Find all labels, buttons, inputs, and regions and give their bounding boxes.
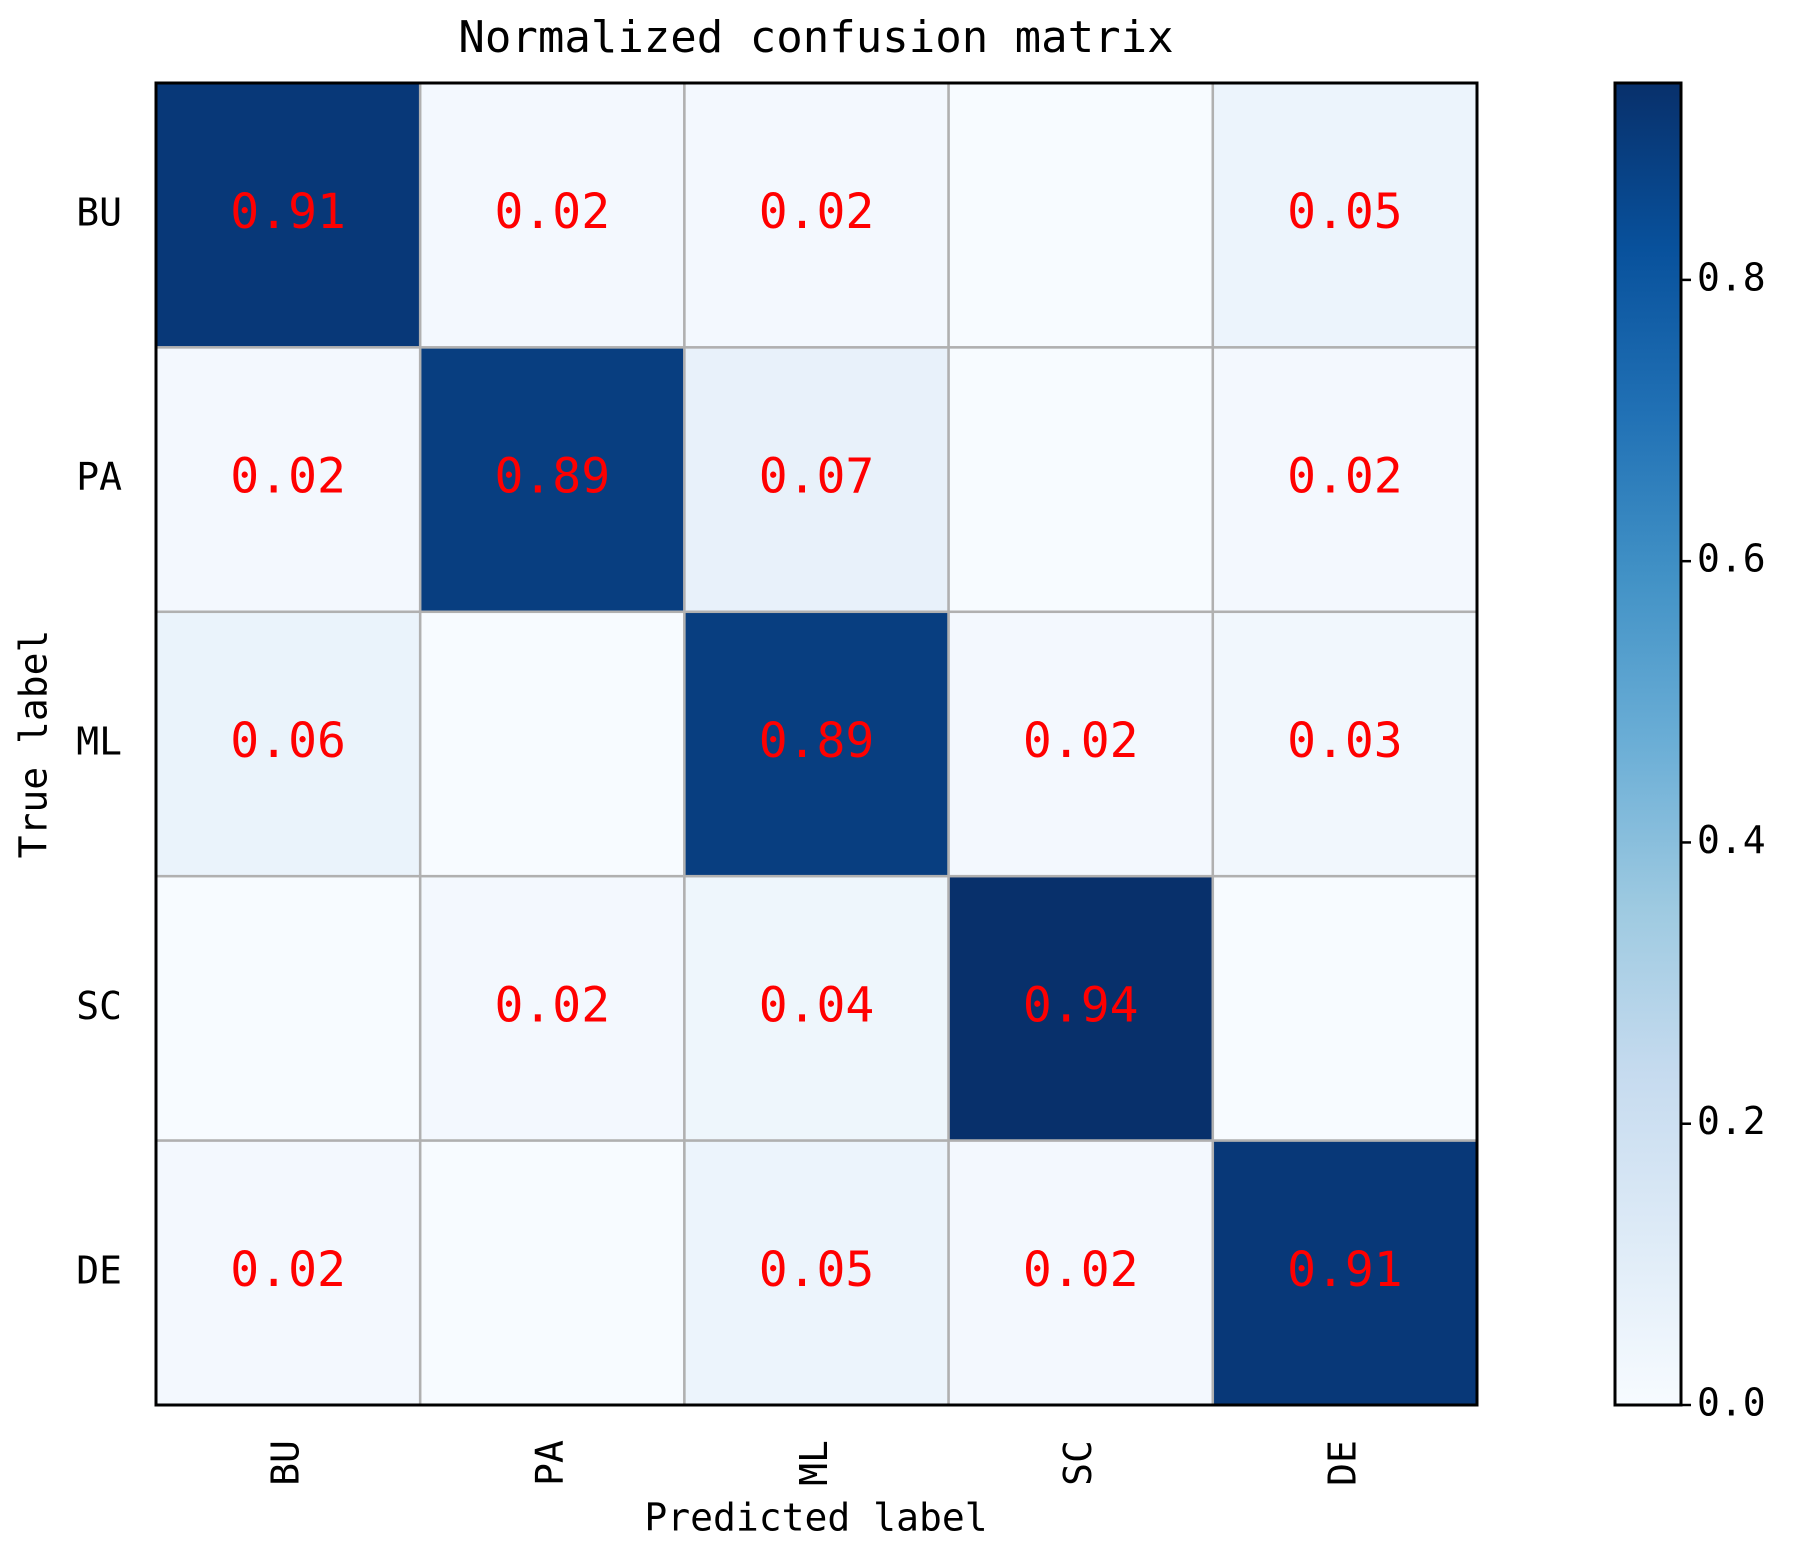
cell [418,346,686,614]
cell-label: 0.89 [759,713,875,769]
cell-label: 0.02 [1287,449,1403,505]
cell-label: 0.05 [1287,184,1403,240]
cell [683,874,950,1142]
cell-label: 0.07 [759,449,875,505]
cell [418,874,686,1142]
x-tick-label: PA [528,1440,572,1486]
cell-label: 0.89 [495,449,611,505]
cell [418,81,686,349]
y-tick-label: ML [76,720,122,764]
cell [947,1139,1215,1407]
colorbar-tick-label: 0.2 [1697,1099,1766,1143]
cell [154,346,422,614]
cell-label: 0.05 [759,1242,875,1298]
x-tick-label: SC [1056,1440,1100,1486]
y-tick-label: DE [76,1248,122,1292]
cell-label: 0.91 [230,184,346,240]
cell-label: 0.02 [230,1242,346,1298]
y-tick-label: BU [76,191,122,235]
x-tick-label: DE [1320,1440,1364,1486]
colorbar-tick-label: 0.0 [1697,1381,1766,1425]
cell [154,81,422,349]
cell-label: 0.02 [1023,713,1139,769]
x-tick-label: ML [792,1440,836,1486]
plot-frame [154,81,1479,1407]
chart-title: Normalized confusion matrix [458,12,1173,63]
colorbar-tick-label: 0.4 [1697,818,1766,862]
cell [947,346,1215,614]
cell [1211,1139,1479,1407]
cell-label: 0.03 [1287,713,1403,769]
colorbar-tick-label: 0.8 [1697,255,1766,299]
colorbar-tick-label: 0.6 [1697,537,1766,581]
cell-label: 0.06 [230,713,346,769]
cell [1211,346,1479,614]
cell [683,1139,950,1407]
cell [683,610,950,878]
cell [947,874,1215,1142]
colorbar [1613,81,1683,1407]
cell-label: 0.02 [1023,1242,1139,1298]
cell-label: 0.04 [759,977,875,1033]
cell [154,874,422,1142]
x-tick-label: BU [264,1440,308,1486]
cell-label: 0.02 [495,184,611,240]
x-axis-label: Predicted label [644,1496,987,1540]
y-tick-label: SC [76,984,122,1028]
cell [1211,81,1479,349]
cell [947,81,1215,349]
cell [1211,874,1479,1142]
cell-label: 0.94 [1023,977,1139,1033]
y-tick-label: PA [76,455,122,499]
cell [1211,610,1479,878]
cell-label: 0.02 [759,184,875,240]
cell-label: 0.02 [230,449,346,505]
y-axis-label: True label [12,630,56,859]
cell-label: 0.91 [1287,1242,1403,1298]
cell [418,610,686,878]
cell [418,1139,686,1407]
cell-label: 0.02 [495,977,611,1033]
